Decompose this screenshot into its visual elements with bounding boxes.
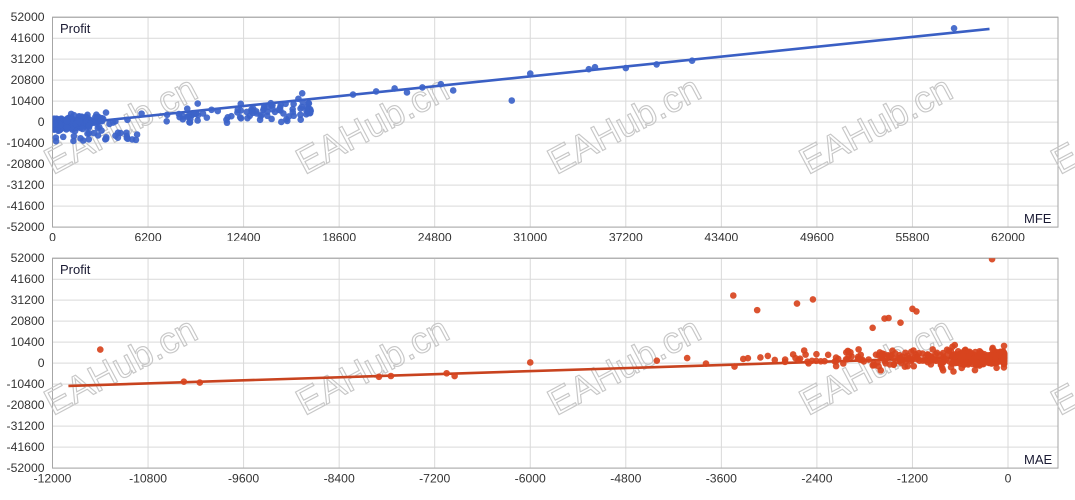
svg-text:-6000: -6000: [515, 471, 546, 483]
svg-text:-12000: -12000: [34, 471, 72, 483]
svg-text:-2400: -2400: [801, 471, 832, 483]
svg-text:-4800: -4800: [610, 471, 641, 483]
svg-text:-52000: -52000: [7, 220, 45, 234]
svg-text:31200: 31200: [11, 293, 45, 307]
svg-text:-41600: -41600: [7, 440, 45, 454]
svg-text:52000: 52000: [11, 10, 45, 24]
svg-text:0: 0: [38, 115, 45, 129]
svg-text:-31200: -31200: [7, 419, 45, 433]
svg-text:-8400: -8400: [324, 471, 355, 483]
svg-text:-9600: -9600: [228, 471, 259, 483]
svg-text:31200: 31200: [11, 52, 45, 66]
svg-text:10400: 10400: [11, 335, 45, 349]
svg-text:10400: 10400: [11, 94, 45, 108]
svg-text:0: 0: [1005, 471, 1012, 483]
svg-text:-31200: -31200: [7, 178, 45, 192]
svg-text:-10800: -10800: [129, 471, 167, 483]
svg-text:-1200: -1200: [897, 471, 928, 483]
svg-text:-41600: -41600: [7, 199, 45, 213]
svg-text:20800: 20800: [11, 73, 45, 87]
svg-text:52000: 52000: [11, 251, 45, 265]
svg-text:41600: 41600: [11, 31, 45, 45]
svg-text:-3600: -3600: [706, 471, 737, 483]
svg-text:41600: 41600: [11, 272, 45, 286]
svg-text:0: 0: [38, 356, 45, 370]
svg-text:-20800: -20800: [7, 157, 45, 171]
svg-text:-7200: -7200: [419, 471, 450, 483]
svg-text:-20800: -20800: [7, 398, 45, 412]
svg-text:20800: 20800: [11, 314, 45, 328]
